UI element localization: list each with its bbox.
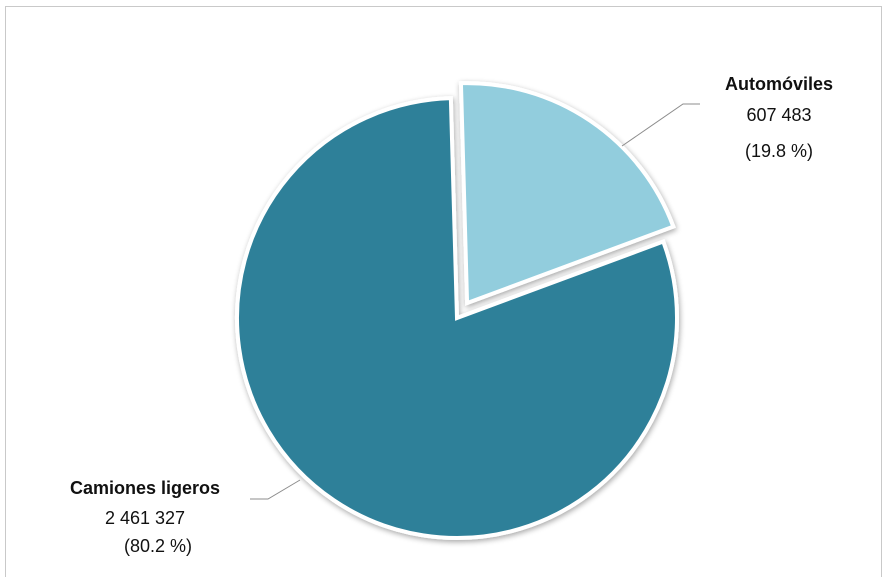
slice-label-camiones-ligeros: Camiones ligeros	[70, 478, 220, 498]
pie-slices	[235, 81, 679, 540]
slice-value-automoviles: 607 483	[746, 105, 811, 125]
leader-line-camiones	[250, 479, 301, 500]
leader-line-automoviles	[621, 103, 700, 147]
slice-percent-camiones-ligeros: (80.2 %)	[124, 536, 192, 556]
slice-percent-automoviles: (19.8 %)	[745, 141, 813, 161]
slice-value-camiones-ligeros: 2 461 327	[105, 508, 185, 528]
pie-slice-automoviles	[458, 81, 676, 306]
slice-label-automoviles: Automóviles	[725, 74, 833, 94]
pie-slice-camiones-ligeros	[235, 96, 679, 540]
